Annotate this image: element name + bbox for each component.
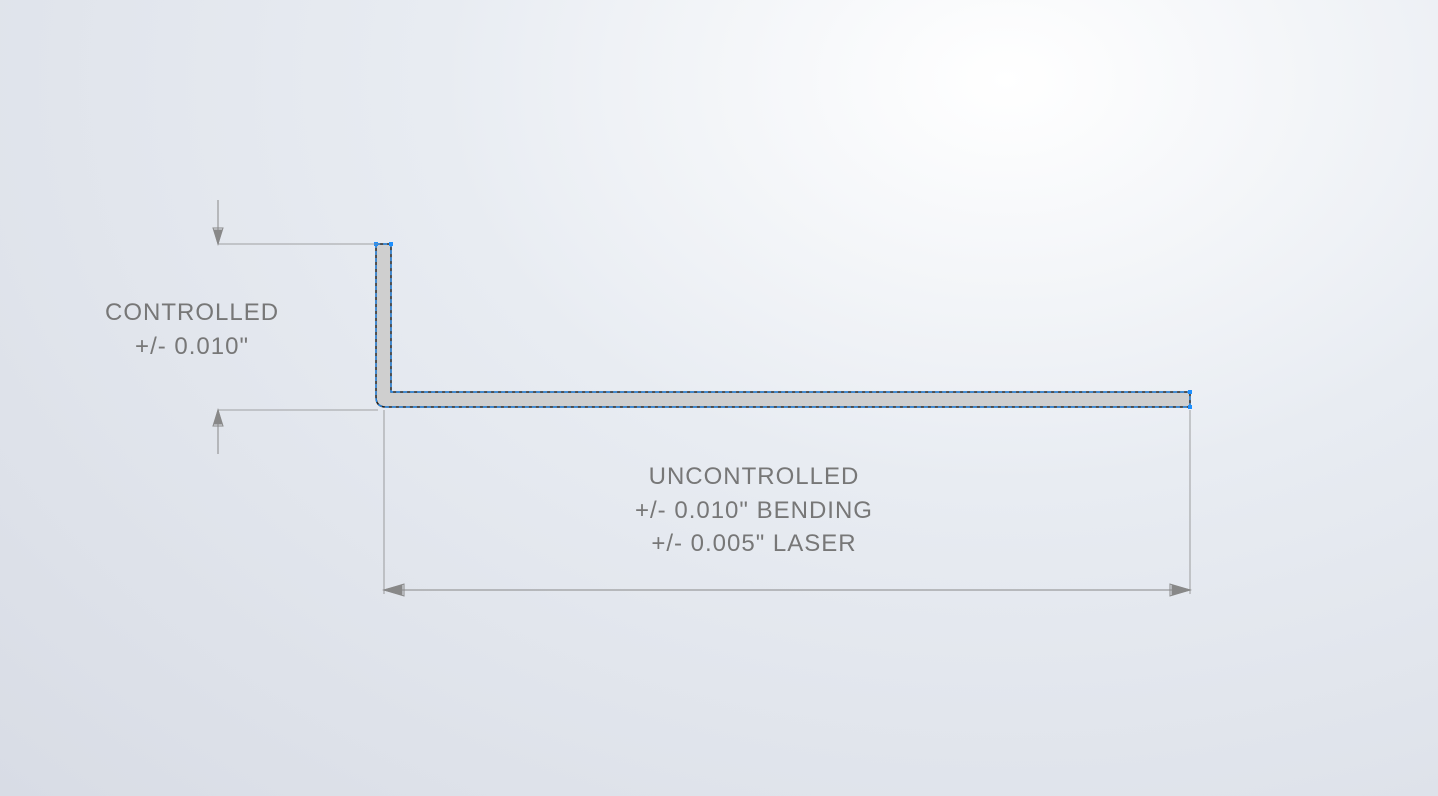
part-fill	[376, 244, 1190, 407]
uncontrolled-label-line3: +/- 0.005" LASER	[635, 527, 873, 561]
sheet-metal-part	[374, 242, 1192, 409]
selection-handle	[389, 242, 393, 246]
controlled-label-line2: +/- 0.010"	[105, 330, 279, 364]
selection-handle	[1188, 405, 1192, 409]
controlled-label-line1: CONTROLLED	[105, 296, 279, 330]
controlled-label: CONTROLLED +/- 0.010"	[105, 296, 279, 363]
part-selection-outline	[376, 244, 1190, 407]
part-outer-outline	[376, 244, 1190, 407]
uncontrolled-label-line2: +/- 0.010" BENDING	[635, 494, 873, 528]
drawing-canvas	[0, 0, 1438, 796]
uncontrolled-label: UNCONTROLLED +/- 0.010" BENDING +/- 0.00…	[635, 460, 873, 561]
uncontrolled-label-line1: UNCONTROLLED	[635, 460, 873, 494]
selection-handle	[1188, 390, 1192, 394]
